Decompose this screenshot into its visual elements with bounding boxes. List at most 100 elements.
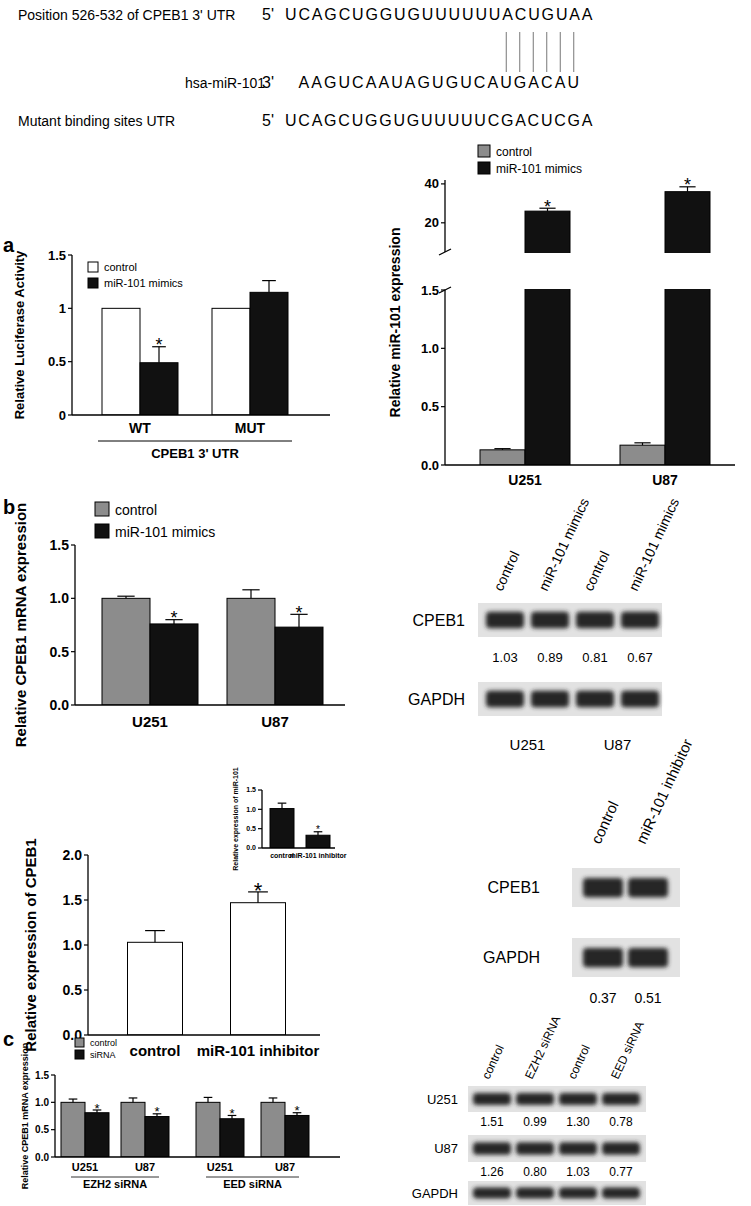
lane-label: control bbox=[587, 798, 621, 846]
band-density: 0.51 bbox=[634, 990, 661, 1006]
y-tick-label: 0.5 bbox=[63, 982, 83, 998]
blot-band bbox=[621, 691, 659, 708]
blot-band bbox=[602, 1188, 640, 1199]
lane-label: EZH2 siRNA bbox=[522, 1014, 563, 1082]
bar-chart: ****0.00.51.01.5Relative CPEB1 mRNA expr… bbox=[20, 1038, 340, 1190]
significance: * bbox=[544, 197, 551, 217]
bar bbox=[212, 308, 250, 415]
blot-band bbox=[516, 1093, 554, 1105]
blot-band bbox=[559, 1188, 597, 1199]
marks bbox=[61, 1097, 309, 1157]
annotations: * bbox=[155, 335, 162, 355]
axis-break-mark bbox=[439, 249, 451, 255]
band-density: 0.99 bbox=[523, 1115, 547, 1129]
bar bbox=[275, 627, 323, 705]
y-axis bbox=[444, 180, 445, 252]
marks bbox=[480, 187, 710, 465]
annotations: **** bbox=[94, 1101, 299, 1121]
y-tick-label: 1.0 bbox=[246, 806, 256, 813]
blot-band bbox=[531, 612, 569, 629]
y-tick bbox=[51, 1129, 55, 1130]
legend-swatch bbox=[75, 1050, 84, 1059]
band-density: 0.80 bbox=[523, 1165, 547, 1179]
y-tick bbox=[441, 406, 445, 407]
legend-label: miR-101 mimics bbox=[104, 277, 183, 289]
bar bbox=[85, 1113, 109, 1157]
error-bar bbox=[242, 590, 259, 599]
y-axis-label: Relative expression of CPEB1 bbox=[22, 838, 39, 1051]
y-tick bbox=[71, 651, 75, 652]
y-tick-label: 0.5 bbox=[421, 399, 439, 414]
error-cap bbox=[145, 930, 165, 931]
row-label: U251 bbox=[427, 1092, 458, 1107]
y-tick-label: 0.5 bbox=[35, 1124, 49, 1135]
error-cap bbox=[262, 280, 276, 281]
x-tick-label: miR-101 inhibitor bbox=[289, 852, 346, 859]
bar bbox=[665, 192, 710, 465]
x-axis bbox=[445, 464, 735, 465]
band-density: 1.51 bbox=[480, 1115, 504, 1129]
group-label: EZH2 siRNA bbox=[83, 1178, 147, 1190]
lane-label: control bbox=[580, 548, 612, 593]
error-bar bbox=[262, 281, 276, 293]
sequence-end: 3' bbox=[262, 74, 274, 91]
bar bbox=[250, 292, 288, 415]
x-tick-label: WT bbox=[129, 420, 151, 436]
y-tick-label: 0.0 bbox=[50, 697, 70, 713]
band-density: 0.67 bbox=[627, 650, 652, 665]
annotations: ** bbox=[544, 175, 691, 216]
y-tick-label: 1.0 bbox=[35, 1097, 49, 1108]
error-bar bbox=[69, 1099, 78, 1102]
blot-band bbox=[531, 691, 569, 708]
bar bbox=[196, 1102, 220, 1157]
lane-label: control bbox=[565, 1043, 593, 1082]
bar bbox=[140, 363, 178, 415]
error-cap bbox=[69, 1098, 78, 1099]
y-axis bbox=[74, 545, 75, 705]
y-axis bbox=[71, 255, 72, 415]
blot-membrane bbox=[572, 938, 680, 977]
bar-chart: **0.00.51.01.5Relative CPEB1 mRNA expres… bbox=[12, 502, 345, 747]
y-axis-label: Relative CPEB1 mRNA expression bbox=[20, 1043, 30, 1190]
lane-label: miR-101 inhibitor bbox=[632, 736, 695, 846]
error-line bbox=[272, 1098, 273, 1102]
significance: * bbox=[94, 1101, 99, 1116]
x-tick-label: control bbox=[130, 1042, 181, 1059]
significance: * bbox=[316, 824, 320, 835]
y-tick-label: 1.0 bbox=[50, 590, 70, 606]
blot-band bbox=[576, 691, 614, 708]
cell-line-label: U251 bbox=[510, 736, 546, 753]
blot-band bbox=[583, 878, 623, 897]
base-pair-line bbox=[506, 32, 507, 72]
y-tick bbox=[68, 361, 72, 362]
figure: abcPosition 526-532 of CPEB1 3' UTR5'UCA… bbox=[0, 0, 751, 1206]
x-tick-label: U251 bbox=[508, 472, 542, 488]
lane-label: EED siRNA bbox=[608, 1019, 647, 1081]
significance: * bbox=[155, 335, 162, 355]
band-density: 0.81 bbox=[582, 650, 607, 665]
sequence-label: Mutant binding sites UTR bbox=[18, 113, 175, 129]
blot-band bbox=[486, 612, 524, 629]
y-tick bbox=[68, 308, 72, 309]
error-line bbox=[132, 1098, 133, 1102]
blot-band bbox=[516, 1188, 554, 1199]
sequence: UCAGCUGGUGUUUUUCGACUCGA bbox=[285, 112, 593, 129]
sequence: UCAGCUGGUGUUUUUUACUGUAA bbox=[285, 6, 593, 23]
y-tick bbox=[84, 1034, 88, 1035]
group-label: EED siRNA bbox=[223, 1178, 282, 1190]
sequence-end: 5' bbox=[262, 112, 274, 129]
y-tick-label: 0.0 bbox=[246, 844, 256, 851]
bar bbox=[306, 835, 330, 848]
significance: * bbox=[229, 1106, 234, 1121]
lane-label: miR-101 mimics bbox=[625, 496, 682, 594]
panel-label: c bbox=[3, 1028, 14, 1050]
x-tick-label: U87 bbox=[275, 1161, 295, 1173]
x-tick-label: U251 bbox=[72, 1161, 98, 1173]
bar-chart: *0.00.51.01.52.0Relative expression of C… bbox=[22, 838, 320, 1059]
legend-label: miR-101 mimics bbox=[496, 162, 582, 176]
y-tick bbox=[51, 1102, 55, 1103]
axis-break-gap bbox=[439, 253, 735, 289]
band-density: 0.77 bbox=[609, 1165, 633, 1179]
legend-swatch bbox=[478, 162, 490, 174]
x-axis bbox=[72, 414, 330, 415]
